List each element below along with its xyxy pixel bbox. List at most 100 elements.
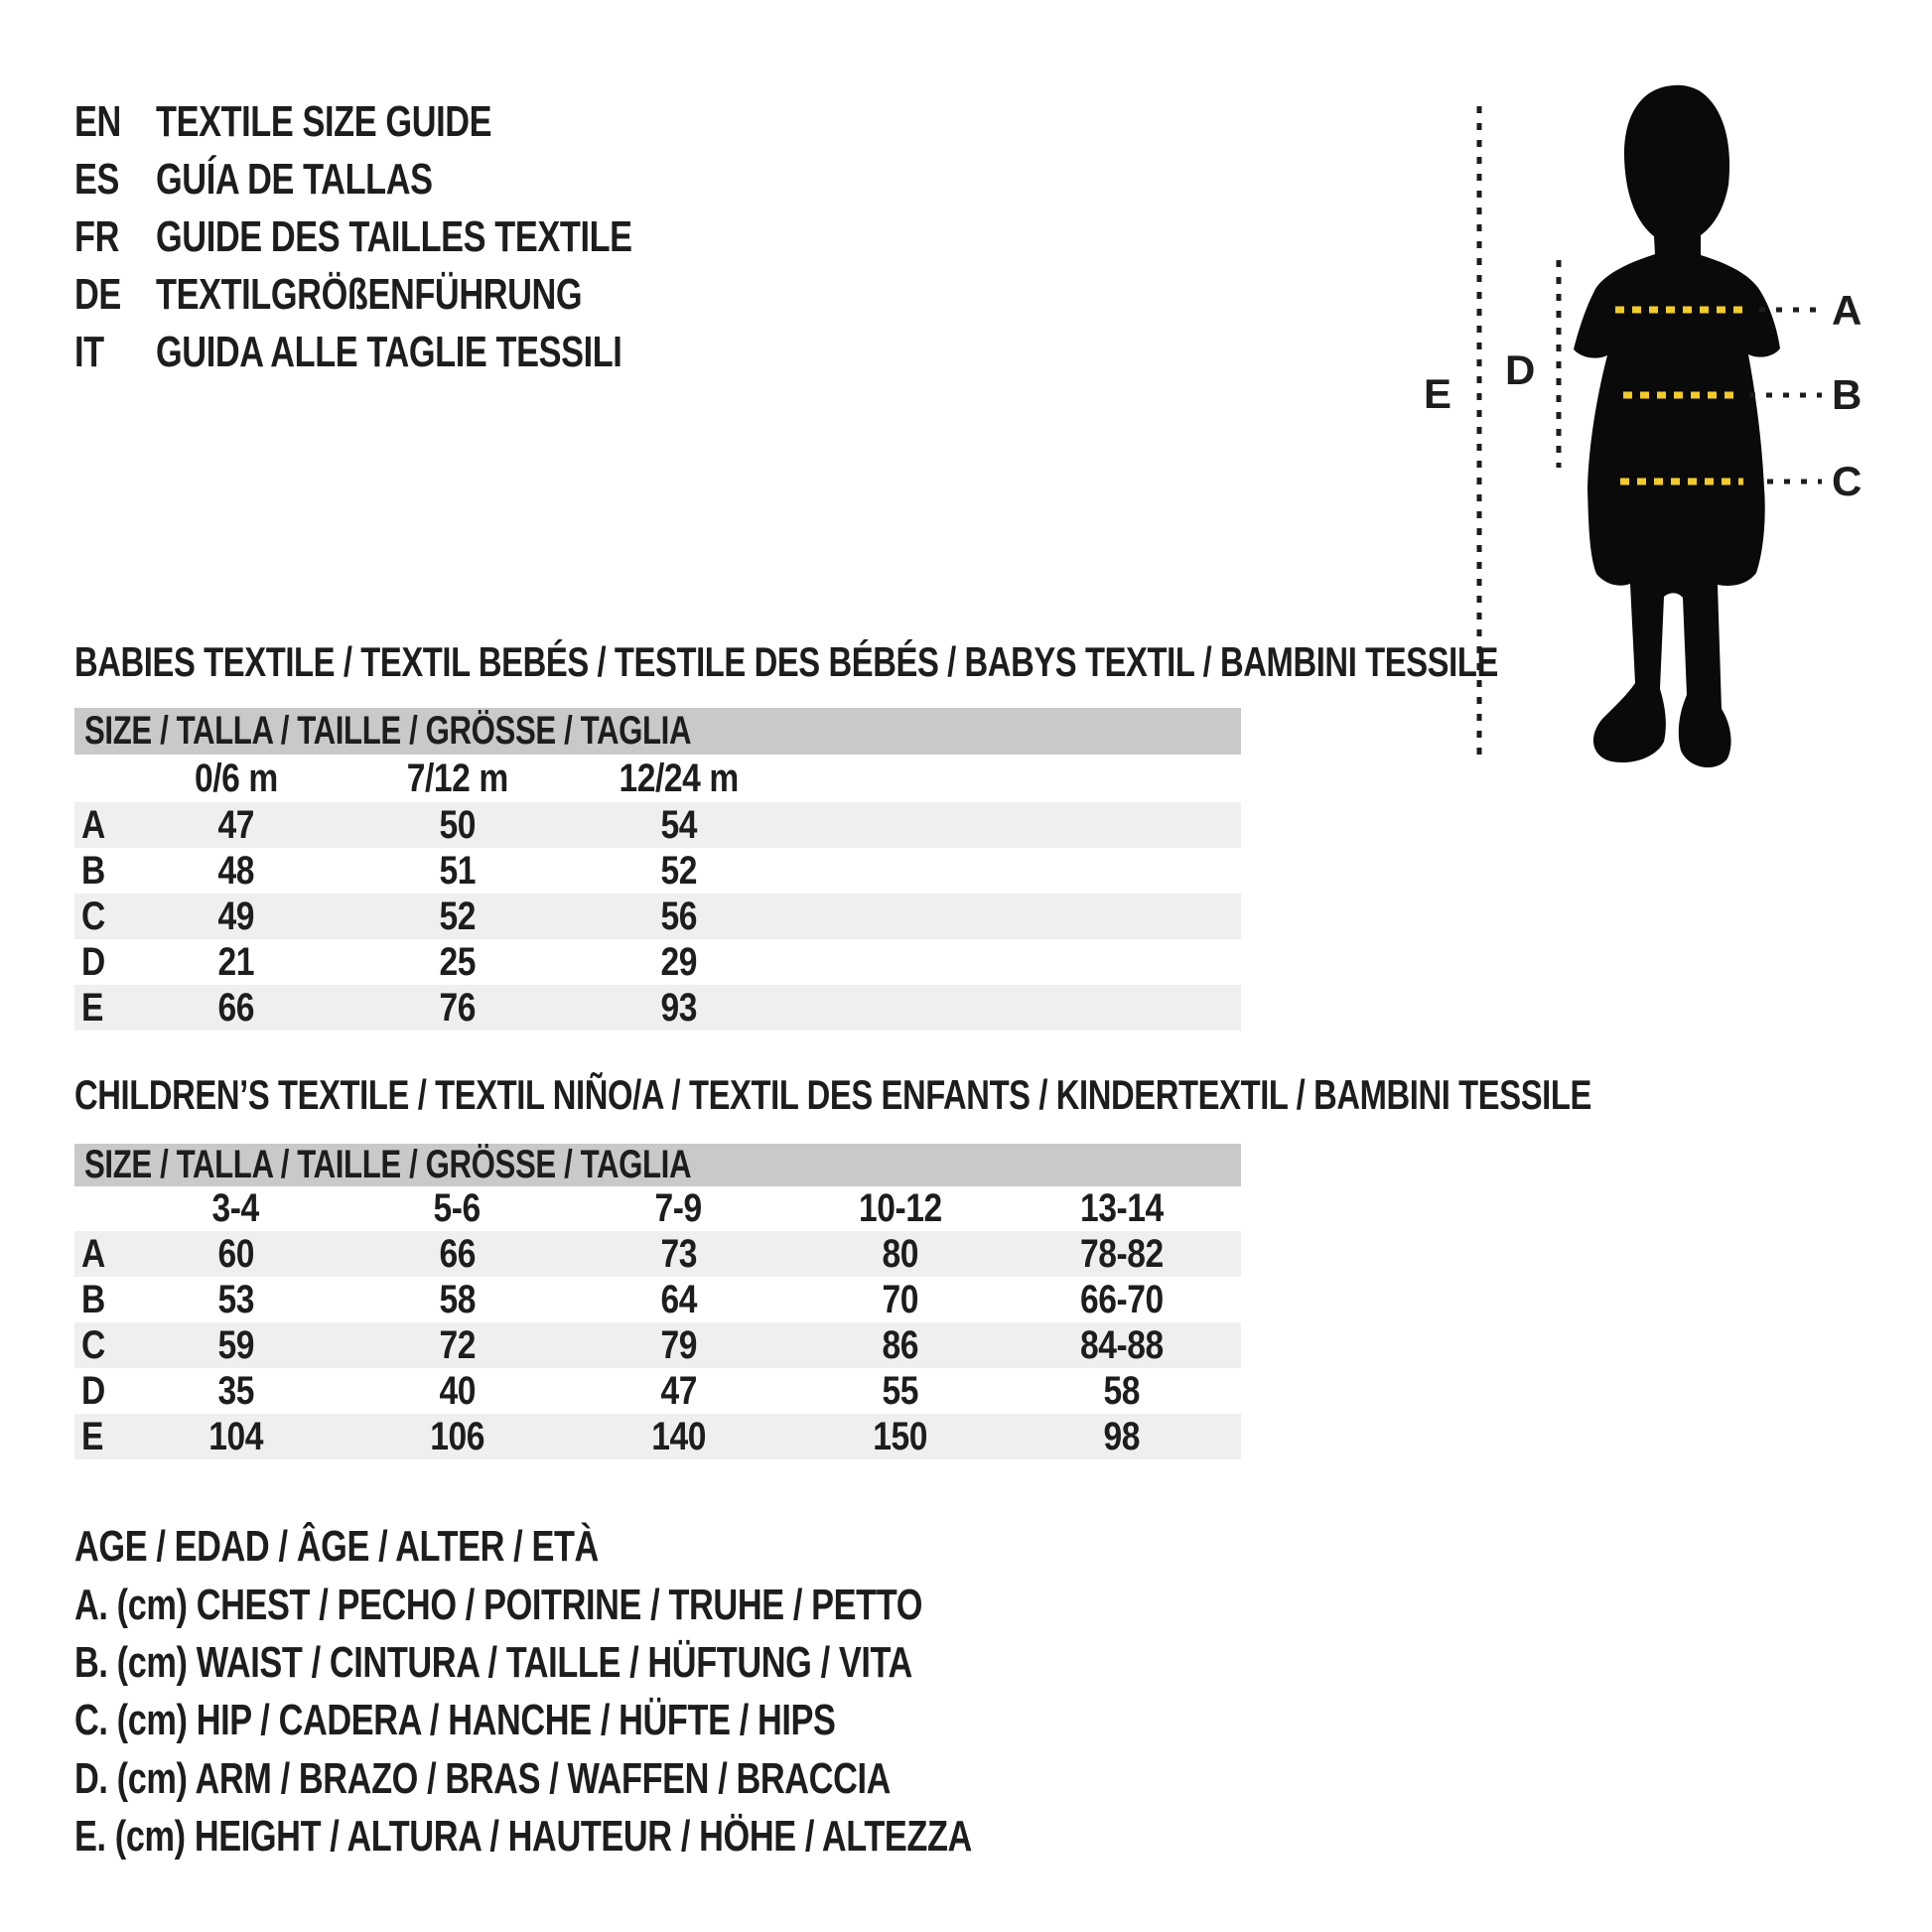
child-silhouette-figure xyxy=(1476,84,1827,768)
row-label: B xyxy=(81,1277,105,1321)
babies-table-row-d: D 21 25 29 xyxy=(74,939,1241,985)
table-cell: 78-82 xyxy=(1079,1231,1164,1276)
language-row-fr: FR GUIDE DES TAILLES TEXTILE xyxy=(74,208,766,266)
legend-line-chest: A. (cm) CHEST / PECHO / POITRINE / TRUHE… xyxy=(74,1580,923,1629)
table-cell: 140 xyxy=(651,1414,706,1458)
legend-line-hip: C. (cm) HIP / CADERA / HANCHE / HÜFTE / … xyxy=(74,1696,836,1745)
size-header-label: SIZE / TALLA / TAILLE / GRÖSSE / TAGLIA xyxy=(84,709,692,753)
row-label: D xyxy=(81,939,105,984)
babies-section-title: BABIES TEXTILE / TEXTIL BEBÉS / TESTILE … xyxy=(74,638,1498,685)
babies-table-row-e: E 66 76 93 xyxy=(74,985,1241,1031)
language-code: IT xyxy=(74,328,104,376)
table-cell: 79 xyxy=(660,1322,697,1367)
column-header: 0/6 m xyxy=(194,756,278,800)
table-cell: 58 xyxy=(1103,1368,1140,1413)
table-cell: 60 xyxy=(217,1231,254,1276)
table-cell: 47 xyxy=(660,1368,697,1413)
table-cell: 54 xyxy=(660,802,697,847)
language-code: DE xyxy=(74,270,121,319)
babies-table-row-c: C 49 52 56 xyxy=(74,894,1241,939)
table-cell: 80 xyxy=(882,1231,918,1276)
babies-column-header-row: 0/6 m 7/12 m 12/24 m xyxy=(74,755,1241,802)
language-code: EN xyxy=(74,97,121,146)
child-silhouette xyxy=(1574,84,1780,768)
table-cell: 52 xyxy=(660,848,697,893)
column-header: 5-6 xyxy=(433,1186,482,1230)
row-label: A xyxy=(81,1231,105,1276)
language-row-it: IT GUIDA ALLE TAGLIE TESSILI xyxy=(74,324,766,381)
table-cell: 21 xyxy=(217,939,254,984)
column-header: 12/24 m xyxy=(619,756,739,800)
children-table-row-e: E 104 106 140 150 98 xyxy=(74,1414,1241,1459)
children-size-header-bar: SIZE / TALLA / TAILLE / GRÖSSE / TAGLIA xyxy=(74,1143,1241,1186)
language-row-de: DE TEXTILGRÖßENFÜHRUNG xyxy=(74,266,766,324)
table-cell: 50 xyxy=(439,802,476,847)
table-cell: 47 xyxy=(217,802,254,847)
column-header: 7/12 m xyxy=(406,756,508,800)
table-cell: 84-88 xyxy=(1079,1322,1164,1367)
table-cell: 56 xyxy=(660,894,697,938)
language-title: GUÍA DE TALLAS xyxy=(156,155,433,204)
table-cell: 104 xyxy=(208,1414,263,1458)
table-cell: 93 xyxy=(660,985,697,1030)
language-code: FR xyxy=(74,212,119,261)
table-cell: 29 xyxy=(660,939,697,984)
language-title: TEXTILGRÖßENFÜHRUNG xyxy=(156,270,583,319)
table-cell: 150 xyxy=(873,1414,927,1458)
table-cell: 48 xyxy=(217,848,254,893)
column-header: 13-14 xyxy=(1079,1186,1164,1230)
table-cell: 59 xyxy=(217,1322,254,1367)
column-header: 3-4 xyxy=(211,1186,260,1230)
language-code: ES xyxy=(74,155,120,204)
children-section-title: CHILDREN’S TEXTILE / TEXTIL NIÑO/A / TEX… xyxy=(74,1071,1591,1118)
language-title: TEXTILE SIZE GUIDE xyxy=(156,97,492,146)
babies-table-row-a: A 47 50 54 xyxy=(74,802,1241,848)
marker-label-b: B xyxy=(1832,371,1863,418)
table-cell: 72 xyxy=(439,1322,476,1367)
marker-label-e: E xyxy=(1424,370,1452,417)
babies-table-row-b: B 48 51 52 xyxy=(74,848,1241,894)
language-row-en: EN TEXTILE SIZE GUIDE xyxy=(74,93,766,151)
children-table-row-a: A 60 66 73 80 78-82 xyxy=(74,1231,1241,1277)
table-cell: 70 xyxy=(882,1277,918,1321)
row-label: E xyxy=(81,985,103,1030)
row-label: D xyxy=(81,1368,105,1413)
table-cell: 52 xyxy=(439,894,476,938)
marker-label-a: A xyxy=(1832,287,1863,334)
table-cell: 53 xyxy=(217,1277,254,1321)
column-header: 10-12 xyxy=(858,1186,942,1230)
children-table-row-c: C 59 72 79 86 84-88 xyxy=(74,1322,1241,1368)
row-label: B xyxy=(81,848,105,893)
table-cell: 98 xyxy=(1103,1414,1140,1458)
table-cell: 76 xyxy=(439,985,476,1030)
table-cell: 86 xyxy=(882,1322,918,1367)
table-cell: 58 xyxy=(439,1277,476,1321)
language-row-es: ES GUÍA DE TALLAS xyxy=(74,151,766,208)
table-cell: 106 xyxy=(430,1414,484,1458)
language-title: GUIDE DES TAILLES TEXTILE xyxy=(156,212,632,261)
table-cell: 66 xyxy=(217,985,254,1030)
language-title-list: EN TEXTILE SIZE GUIDE ES GUÍA DE TALLAS … xyxy=(74,93,766,381)
marker-label-d: D xyxy=(1505,346,1536,393)
table-cell: 73 xyxy=(660,1231,697,1276)
babies-size-header-bar: SIZE / TALLA / TAILLE / GRÖSSE / TAGLIA xyxy=(74,708,1241,755)
table-cell: 51 xyxy=(439,848,476,893)
marker-label-c: C xyxy=(1832,458,1863,504)
table-cell: 40 xyxy=(439,1368,476,1413)
legend-line-age: AGE / EDAD / ÂGE / ALTER / ETÀ xyxy=(74,1522,599,1572)
table-cell: 55 xyxy=(882,1368,918,1413)
legend-line-height: E. (cm) HEIGHT / ALTURA / HAUTEUR / HÖHE… xyxy=(74,1812,972,1862)
table-cell: 25 xyxy=(439,939,476,984)
table-cell: 66-70 xyxy=(1079,1277,1164,1321)
row-label: A xyxy=(81,802,105,847)
row-label: C xyxy=(81,1322,105,1367)
size-header-label: SIZE / TALLA / TAILLE / GRÖSSE / TAGLIA xyxy=(84,1143,692,1186)
row-label: E xyxy=(81,1414,103,1458)
table-cell: 64 xyxy=(660,1277,697,1321)
children-table-row-b: B 53 58 64 70 66-70 xyxy=(74,1277,1241,1322)
legend-line-arm: D. (cm) ARM / BRAZO / BRAS / WAFFEN / BR… xyxy=(74,1753,892,1803)
column-header: 7-9 xyxy=(654,1186,703,1230)
children-column-header-row: 3-4 5-6 7-9 10-12 13-14 xyxy=(74,1186,1241,1231)
table-cell: 49 xyxy=(217,894,254,938)
